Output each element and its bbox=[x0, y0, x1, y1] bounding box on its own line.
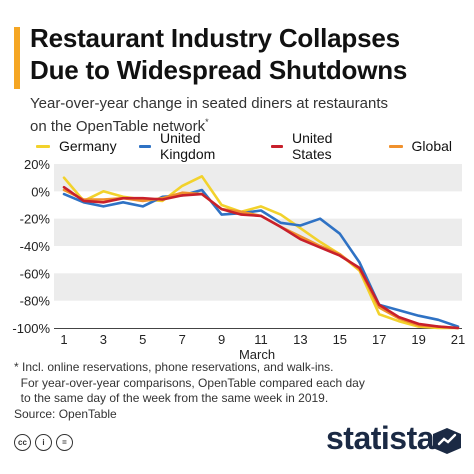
title-accent-bar bbox=[14, 27, 20, 89]
equals-icon[interactable]: = bbox=[56, 434, 73, 451]
grid-band bbox=[54, 273, 462, 301]
x-tick-label: 9 bbox=[218, 332, 225, 347]
subtitle-footnote-marker: * bbox=[205, 117, 209, 127]
legend-item: Global bbox=[388, 138, 452, 154]
x-tick-label: 13 bbox=[293, 332, 307, 347]
y-tick-label: -80% bbox=[20, 294, 51, 309]
legend-label: Germany bbox=[59, 138, 117, 154]
x-tick-label: 17 bbox=[372, 332, 386, 347]
x-tick-label: 7 bbox=[179, 332, 186, 347]
legend-swatch bbox=[138, 144, 152, 148]
legend-swatch bbox=[270, 144, 283, 148]
legend-label: United Kingdom bbox=[160, 130, 216, 162]
x-tick-label: 11 bbox=[254, 332, 268, 347]
legend-item: United States bbox=[270, 130, 367, 162]
legend-label: Global bbox=[411, 138, 452, 154]
x-tick-label: 19 bbox=[411, 332, 425, 347]
source-line: Source: OpenTable bbox=[14, 406, 117, 421]
y-tick-label: -40% bbox=[20, 239, 51, 254]
person-icon[interactable]: i bbox=[35, 434, 52, 451]
line-chart: 20%0%-20%-40%-60%-80%-100%1 3 5 7 9 11 13 15 17 1… bbox=[12, 157, 465, 360]
y-tick-label: -60% bbox=[20, 266, 51, 281]
statista-logo-icon bbox=[433, 428, 461, 454]
x-tick-label: 15 bbox=[333, 332, 347, 347]
legend-swatch bbox=[36, 144, 50, 148]
footnote-line-1: * Incl. online reservations, phone reser… bbox=[14, 360, 334, 374]
series-line-united-kingdom bbox=[62, 188, 460, 328]
chart-subtitle: Year-over-year change in seated diners a… bbox=[30, 94, 460, 136]
footnote: * Incl. online reservations, phone reser… bbox=[14, 360, 464, 422]
subtitle-line-2: on the OpenTable network bbox=[30, 118, 206, 135]
grid-band bbox=[54, 218, 462, 246]
x-tick-label: 21 bbox=[451, 332, 465, 347]
title-line-2: Due to Widespread Shutdowns bbox=[30, 55, 408, 85]
grid-band bbox=[54, 164, 462, 192]
x-tick-label: 1 bbox=[60, 332, 67, 347]
legend-item: United Kingdom bbox=[138, 130, 249, 162]
legend-label: United States bbox=[291, 130, 333, 162]
footnote-line-2: For year-over-year comparisons, OpenTabl… bbox=[14, 375, 365, 390]
footnote-line-3: to the same day of the week from the sam… bbox=[14, 391, 329, 405]
y-tick-label: -20% bbox=[20, 212, 51, 227]
subtitle-line-1: Year-over-year change in seated diners a… bbox=[30, 95, 388, 112]
y-tick-label: -100% bbox=[12, 321, 50, 336]
x-axis-label: March bbox=[239, 347, 275, 360]
x-tick-label: 5 bbox=[139, 332, 146, 347]
x-tick-label: 3 bbox=[100, 332, 107, 347]
y-tick-label: 0% bbox=[31, 184, 50, 199]
cc-icon[interactable]: cc bbox=[14, 434, 31, 451]
statista-logo[interactable]: statista bbox=[326, 420, 435, 456]
chart-title: Restaurant Industry Collapses Due to Wid… bbox=[30, 22, 470, 86]
legend-swatch bbox=[388, 144, 403, 148]
series-line-united-states bbox=[62, 185, 460, 330]
legend-item: Germany bbox=[36, 138, 117, 154]
y-tick-label: 20% bbox=[24, 157, 50, 172]
chart-legend: Germany United Kingdom United States Global bbox=[36, 130, 474, 162]
subtitle-line-2-wrap: on the OpenTable network* bbox=[30, 113, 460, 136]
title-line-1: Restaurant Industry Collapses bbox=[30, 23, 400, 53]
